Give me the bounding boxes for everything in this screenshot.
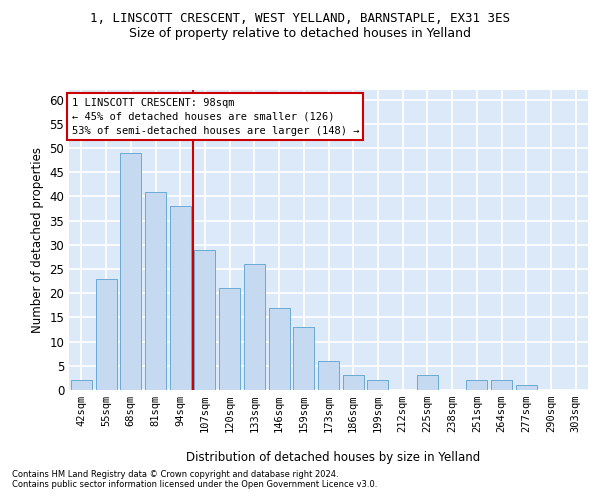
Bar (417, 376, 438, 390)
Text: Size of property relative to detached houses in Yelland: Size of property relative to detached ho… (129, 28, 471, 40)
Bar (466, 380, 487, 390)
Bar (170, 206, 191, 390)
Bar (219, 288, 240, 390)
Bar (244, 264, 265, 390)
Bar (145, 192, 166, 390)
Text: Contains HM Land Registry data © Crown copyright and database right 2024.: Contains HM Land Registry data © Crown c… (12, 470, 338, 479)
Text: 1 LINSCOTT CRESCENT: 98sqm
← 45% of detached houses are smaller (126)
53% of sem: 1 LINSCOTT CRESCENT: 98sqm ← 45% of deta… (71, 98, 359, 136)
Bar (269, 308, 290, 390)
Bar (367, 380, 388, 390)
Bar (71, 380, 92, 390)
Bar (120, 153, 141, 390)
Bar (293, 327, 314, 390)
Bar (95, 278, 116, 390)
Text: Distribution of detached houses by size in Yelland: Distribution of detached houses by size … (186, 451, 480, 464)
Bar (491, 380, 512, 390)
Y-axis label: Number of detached properties: Number of detached properties (31, 147, 44, 333)
Text: 1, LINSCOTT CRESCENT, WEST YELLAND, BARNSTAPLE, EX31 3ES: 1, LINSCOTT CRESCENT, WEST YELLAND, BARN… (90, 12, 510, 26)
Bar (516, 385, 537, 390)
Text: Contains public sector information licensed under the Open Government Licence v3: Contains public sector information licen… (12, 480, 377, 489)
Bar (343, 376, 364, 390)
Bar (318, 361, 339, 390)
Bar (194, 250, 215, 390)
